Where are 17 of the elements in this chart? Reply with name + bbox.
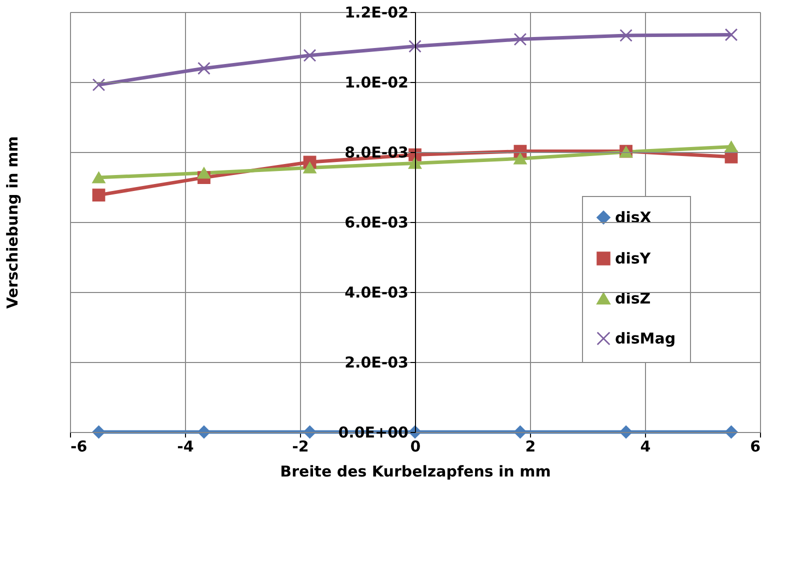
x-axis-title: Breite des Kurbelzapfens in mm (280, 462, 551, 480)
y-tick-label: 2.0E-03 (344, 354, 408, 372)
y-axis-title: Verschiebung in mm (4, 136, 22, 309)
y-tick-label: 0.0E+00 (338, 424, 408, 442)
x-tick-label: -4 (177, 438, 194, 456)
y-tick-label: 6.0E-03 (344, 214, 408, 232)
x-tick-label: 0 (410, 438, 421, 456)
legend-label: disY (615, 250, 652, 268)
x-tick-label: 4 (640, 438, 651, 456)
x-tick-label: -6 (70, 438, 88, 456)
legend-label: disMag (615, 330, 676, 348)
x-tick-label: -2 (292, 438, 309, 456)
x-tick-label: 2 (525, 438, 536, 456)
y-tick-label: 4.0E-03 (344, 284, 408, 302)
y-tick-label: 1.2E-02 (344, 4, 408, 22)
x-tick-label: 6 (750, 438, 760, 456)
y-tick-label: 1.0E-02 (344, 74, 408, 92)
